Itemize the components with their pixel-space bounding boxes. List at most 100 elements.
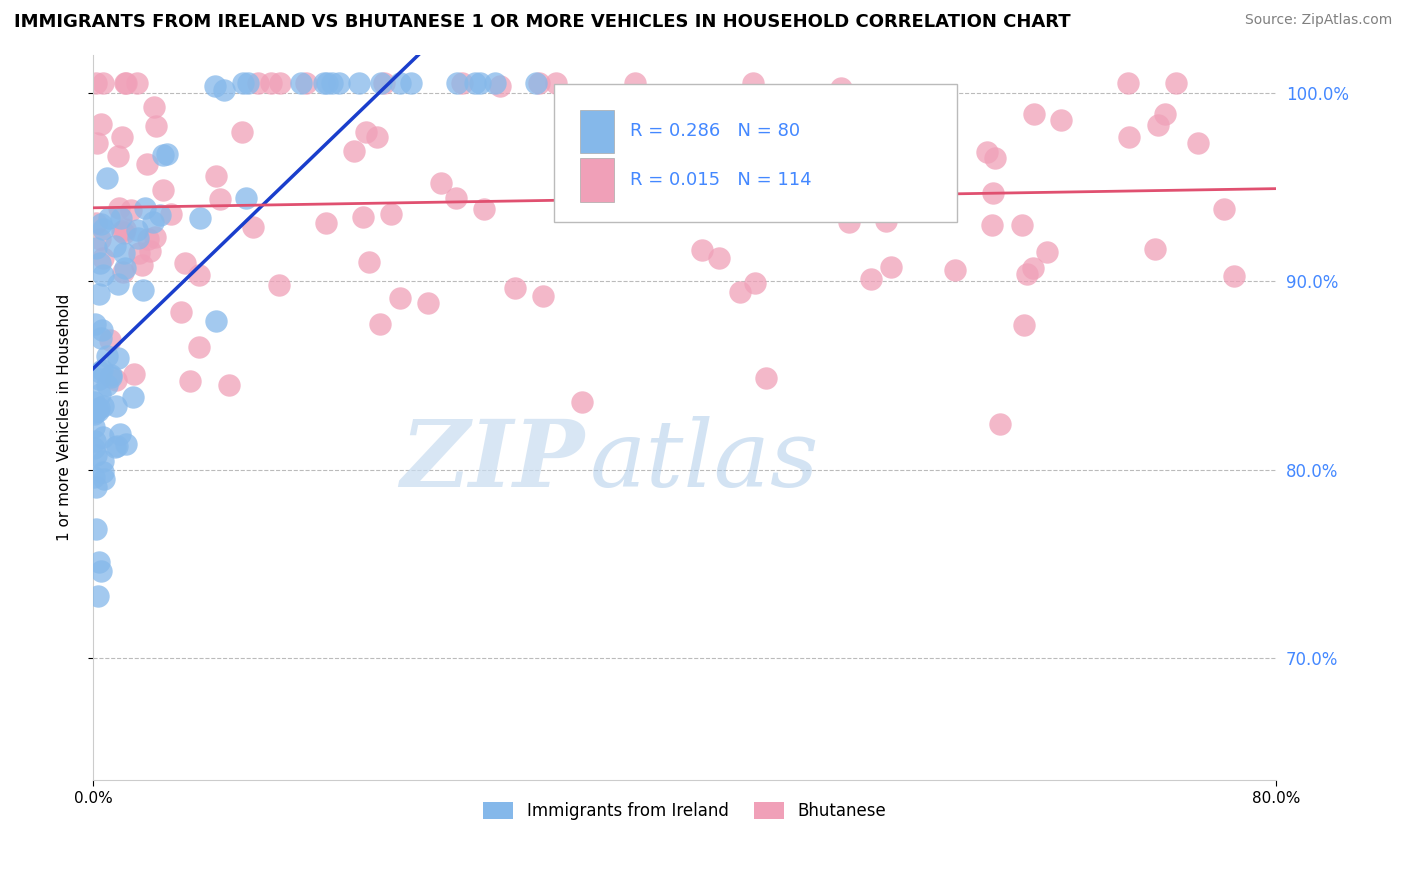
Point <box>84 76 107 90</box>
Point <box>446 76 468 90</box>
Point <box>91 251 114 265</box>
Point <box>96 171 118 186</box>
Point <box>100 368 122 383</box>
Point <box>755 371 778 385</box>
Point <box>89 256 111 270</box>
Point <box>1050 112 1073 127</box>
Point <box>357 255 380 269</box>
Point <box>389 291 412 305</box>
Point <box>114 76 136 90</box>
Point <box>107 439 129 453</box>
Point <box>1146 119 1168 133</box>
Point <box>1143 242 1166 256</box>
Bar <box>581 110 613 153</box>
Point <box>108 426 131 441</box>
Point <box>218 378 240 392</box>
Point <box>87 589 110 603</box>
Point <box>86 136 108 150</box>
Point <box>488 79 510 94</box>
Point <box>143 100 166 114</box>
Point <box>87 555 110 569</box>
Point <box>97 211 120 225</box>
Point <box>89 287 111 301</box>
Point <box>368 317 391 331</box>
Point <box>105 373 128 387</box>
Point <box>842 163 865 178</box>
Point <box>91 268 114 282</box>
Point <box>242 220 264 235</box>
Y-axis label: 1 or more Vehicles in Household: 1 or more Vehicles in Household <box>58 294 72 541</box>
Point <box>401 76 423 90</box>
Point <box>430 176 453 190</box>
Point <box>235 191 257 205</box>
Point <box>93 472 115 486</box>
Point <box>131 258 153 272</box>
Text: IMMIGRANTS FROM IRELAND VS BHUTANESE 1 OR MORE VEHICLES IN HOUSEHOLD CORRELATION: IMMIGRANTS FROM IRELAND VS BHUTANESE 1 O… <box>14 13 1071 31</box>
Point <box>90 331 112 345</box>
Point <box>312 76 335 90</box>
Point <box>90 117 112 131</box>
Point <box>1223 268 1246 283</box>
Point <box>316 76 339 90</box>
Point <box>160 207 183 221</box>
Point <box>321 76 343 90</box>
Point <box>231 125 253 139</box>
Point <box>621 155 644 169</box>
Point <box>893 153 915 167</box>
Point <box>260 76 283 90</box>
Point <box>127 231 149 245</box>
Point <box>83 395 105 409</box>
Point <box>354 125 377 139</box>
Point <box>89 231 111 245</box>
Point <box>84 522 107 536</box>
Point <box>120 203 142 218</box>
Point <box>90 217 112 231</box>
Point <box>1116 76 1139 90</box>
Point <box>912 113 935 128</box>
Point <box>744 277 766 291</box>
Point <box>112 265 135 279</box>
Point <box>503 280 526 294</box>
Point <box>1213 202 1236 216</box>
Point <box>531 288 554 302</box>
Point <box>84 216 107 230</box>
Point <box>135 157 157 171</box>
Point <box>96 349 118 363</box>
Point <box>107 149 129 163</box>
Point <box>87 372 110 386</box>
Point <box>917 121 939 136</box>
Point <box>464 76 486 90</box>
Point <box>880 260 903 275</box>
Point <box>444 191 467 205</box>
Point <box>83 441 105 455</box>
Text: atlas: atlas <box>591 417 820 507</box>
Point <box>134 202 156 216</box>
Point <box>132 283 155 297</box>
Point <box>208 192 231 206</box>
Point <box>373 76 395 90</box>
Point <box>142 215 165 229</box>
Point <box>98 333 121 347</box>
Point <box>145 119 167 133</box>
Point <box>527 76 550 90</box>
Point <box>472 202 495 216</box>
Point <box>624 76 647 90</box>
Point <box>1015 267 1038 281</box>
Point <box>730 285 752 300</box>
Point <box>107 351 129 365</box>
Point <box>89 365 111 379</box>
Point <box>205 314 228 328</box>
Point <box>1012 318 1035 332</box>
Point <box>976 145 998 160</box>
Point <box>981 186 1004 200</box>
Point <box>1022 260 1045 275</box>
Point <box>100 370 122 384</box>
Point <box>128 246 150 260</box>
Point <box>1022 107 1045 121</box>
Point <box>83 407 105 421</box>
Point <box>110 130 132 145</box>
Point <box>858 133 880 147</box>
Point <box>114 76 136 90</box>
Point <box>983 151 1005 165</box>
Point <box>808 202 831 216</box>
